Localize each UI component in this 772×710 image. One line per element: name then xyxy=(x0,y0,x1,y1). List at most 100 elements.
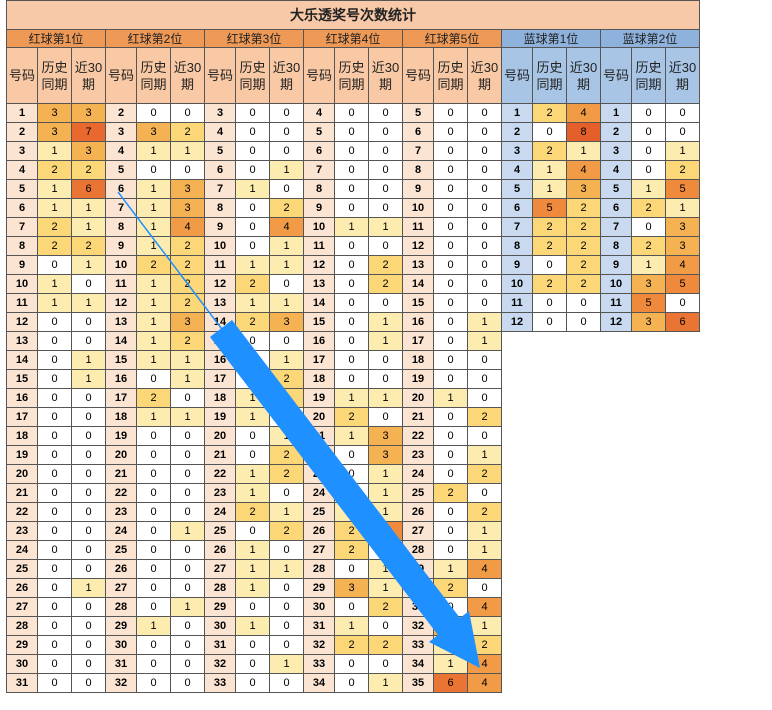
recent30-count: 0 xyxy=(170,502,205,522)
ball-number: 16 xyxy=(303,331,335,351)
history-count: 0 xyxy=(37,483,72,503)
empty-cell xyxy=(532,388,567,408)
history-count: 3 xyxy=(631,312,666,332)
ball-number: 4 xyxy=(600,160,632,180)
recent30-count: 0 xyxy=(71,635,106,655)
ball-number: 15 xyxy=(204,331,236,351)
history-count: 0 xyxy=(235,122,270,142)
empty-cell xyxy=(501,483,533,503)
column-header-history: 历史同期 xyxy=(37,47,72,104)
table-title: 大乐透奖号次数统计 xyxy=(6,0,700,30)
column-header-number: 号码 xyxy=(501,47,533,104)
recent30-count: 3 xyxy=(170,198,205,218)
history-count: 1 xyxy=(136,312,171,332)
ball-number: 28 xyxy=(402,540,434,560)
ball-number: 16 xyxy=(402,312,434,332)
history-count: 1 xyxy=(37,179,72,199)
empty-cell xyxy=(665,483,700,503)
empty-cell xyxy=(665,445,700,465)
recent30-count: 0 xyxy=(170,578,205,598)
ball-number: 3 xyxy=(600,141,632,161)
empty-cell xyxy=(501,540,533,560)
ball-number: 26 xyxy=(105,559,137,579)
empty-cell xyxy=(665,578,700,598)
ball-number: 14 xyxy=(402,274,434,294)
ball-number: 4 xyxy=(6,160,38,180)
history-count: 1 xyxy=(37,198,72,218)
ball-number: 11 xyxy=(6,293,38,313)
ball-number: 28 xyxy=(6,616,38,636)
empty-cell xyxy=(600,350,632,370)
recent30-count: 0 xyxy=(467,236,502,256)
recent30-count: 0 xyxy=(170,540,205,560)
history-count: 2 xyxy=(235,274,270,294)
group-header: 红球第1位 xyxy=(6,29,106,48)
history-count: 0 xyxy=(433,103,468,123)
recent30-count: 2 xyxy=(566,198,601,218)
empty-cell xyxy=(501,654,533,674)
column-header-recent30: 近30期 xyxy=(170,47,205,104)
empty-cell xyxy=(600,388,632,408)
history-count: 2 xyxy=(631,236,666,256)
recent30-count: 0 xyxy=(170,160,205,180)
ball-number: 8 xyxy=(501,236,533,256)
ball-number: 29 xyxy=(303,578,335,598)
recent30-count: 0 xyxy=(71,445,106,465)
recent30-count: 1 xyxy=(467,312,502,332)
ball-number: 10 xyxy=(402,198,434,218)
history-count: 0 xyxy=(433,274,468,294)
ball-number: 8 xyxy=(204,198,236,218)
history-count: 0 xyxy=(37,635,72,655)
history-count: 0 xyxy=(631,160,666,180)
history-count: 0 xyxy=(136,559,171,579)
ball-number: 14 xyxy=(204,312,236,332)
history-count: 0 xyxy=(37,331,72,351)
empty-cell xyxy=(532,673,567,693)
recent30-count: 1 xyxy=(269,502,304,522)
history-count: 2 xyxy=(334,635,369,655)
ball-number: 11 xyxy=(501,293,533,313)
recent30-count: 1 xyxy=(368,312,403,332)
recent30-count: 1 xyxy=(71,198,106,218)
recent30-count: 0 xyxy=(170,426,205,446)
history-count: 3 xyxy=(631,274,666,294)
history-count: 1 xyxy=(433,635,468,655)
recent30-count: 4 xyxy=(467,673,502,693)
ball-number: 6 xyxy=(600,198,632,218)
empty-cell xyxy=(566,540,601,560)
history-count: 1 xyxy=(334,388,369,408)
history-count: 0 xyxy=(433,350,468,370)
history-count: 1 xyxy=(334,502,369,522)
group-header: 红球第2位 xyxy=(105,29,205,48)
recent30-count: 0 xyxy=(170,483,205,503)
history-count: 1 xyxy=(235,616,270,636)
empty-cell xyxy=(665,521,700,541)
ball-number: 33 xyxy=(204,673,236,693)
recent30-count: 0 xyxy=(170,388,205,408)
recent30-count: 1 xyxy=(467,540,502,560)
recent30-count: 1 xyxy=(269,350,304,370)
empty-cell xyxy=(501,597,533,617)
recent30-count: 4 xyxy=(170,217,205,237)
recent30-count: 2 xyxy=(368,597,403,617)
ball-number: 17 xyxy=(204,369,236,389)
history-count: 0 xyxy=(433,179,468,199)
ball-number: 20 xyxy=(402,388,434,408)
ball-number: 23 xyxy=(303,464,335,484)
history-count: 1 xyxy=(235,578,270,598)
recent30-count: 1 xyxy=(269,160,304,180)
history-count: 0 xyxy=(334,160,369,180)
ball-number: 7 xyxy=(501,217,533,237)
history-count: 2 xyxy=(532,103,567,123)
history-count: 1 xyxy=(136,407,171,427)
recent30-count: 1 xyxy=(368,464,403,484)
recent30-count: 2 xyxy=(269,445,304,465)
history-count: 0 xyxy=(235,331,270,351)
history-count: 0 xyxy=(334,559,369,579)
ball-number: 5 xyxy=(402,103,434,123)
empty-cell xyxy=(600,540,632,560)
ball-number: 1 xyxy=(600,103,632,123)
history-count: 0 xyxy=(334,331,369,351)
ball-number: 21 xyxy=(6,483,38,503)
history-count: 0 xyxy=(37,578,72,598)
